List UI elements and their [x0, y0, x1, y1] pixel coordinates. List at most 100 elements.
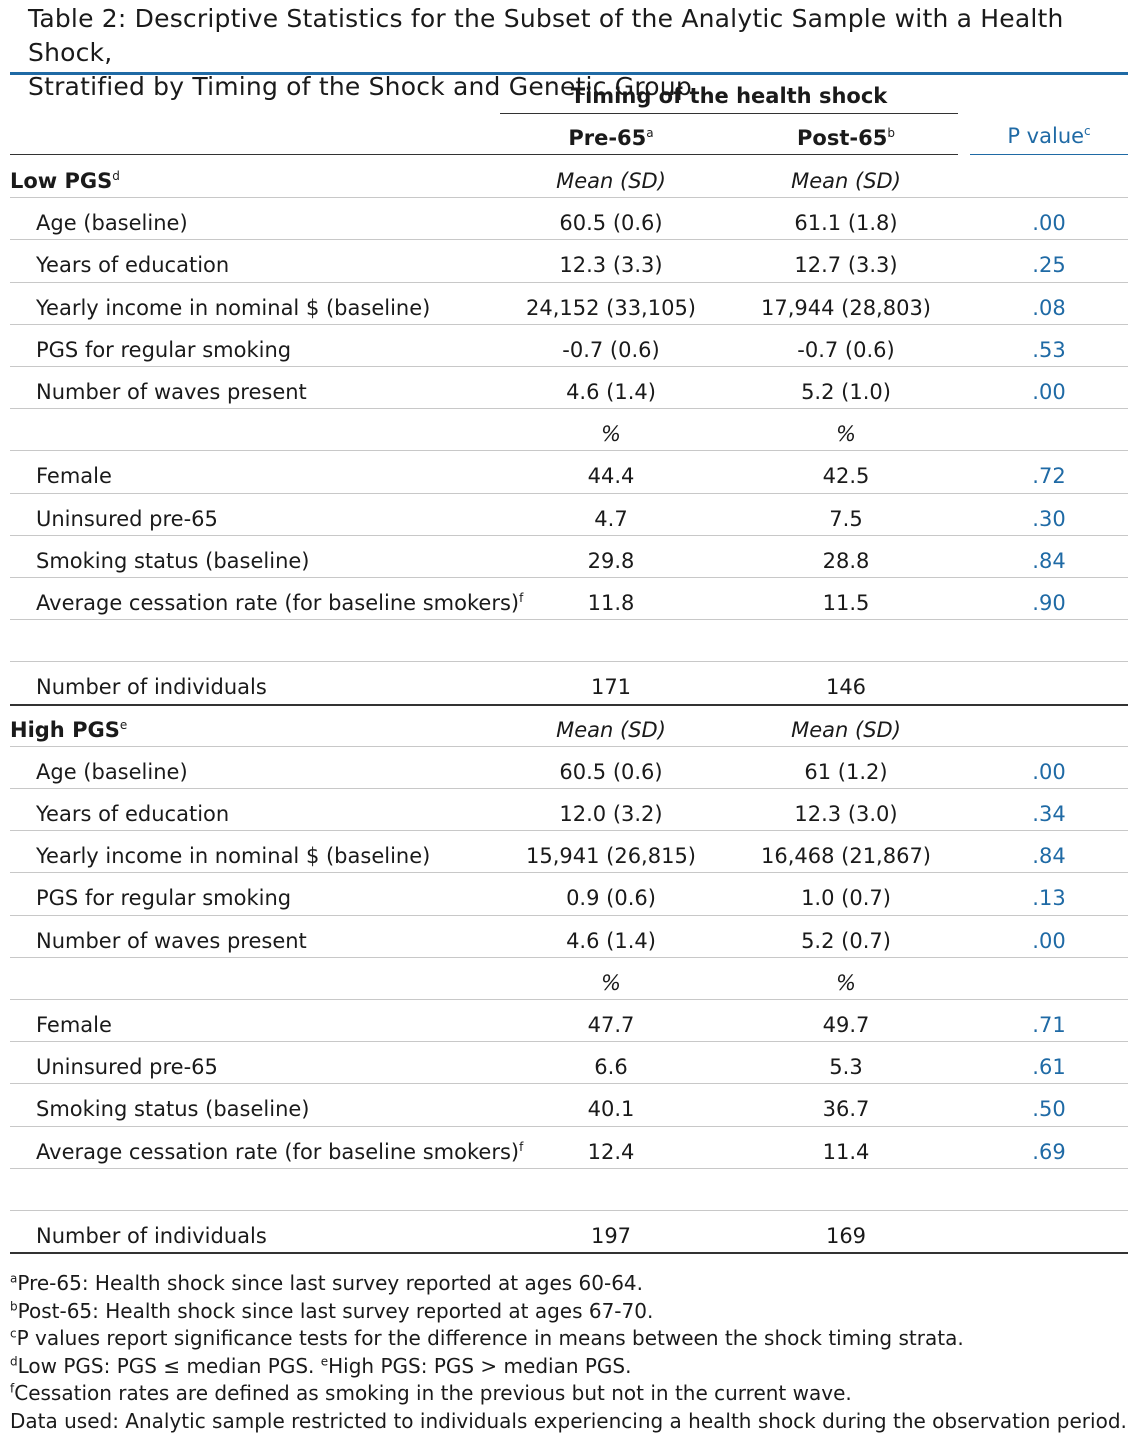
- pct-label-post-text: %: [836, 971, 856, 995]
- stat-label-pre-text: Mean (SD): [556, 169, 666, 193]
- cell-post65-text: 12.3 (3.0): [794, 802, 898, 826]
- row-rule: [10, 1252, 1128, 1254]
- cell-pvalue: .53: [970, 329, 1128, 371]
- cell-pre65: 4.6 (1.4): [501, 920, 721, 962]
- stat-label-pre-text: Mean (SD): [556, 718, 666, 742]
- cell-post65: 5.2 (0.7): [736, 920, 956, 962]
- header-pvalue-sup: c: [1084, 124, 1091, 138]
- cell-pre65: 44.4: [501, 455, 721, 497]
- row-rule: [10, 408, 1128, 409]
- caption-line-2: Stratified by Timing of the Shock and Ge…: [28, 72, 692, 101]
- cell-pre65-text: 4.6 (1.4): [566, 929, 656, 953]
- cell-post65: 36.7: [736, 1088, 956, 1130]
- row-label-text: Smoking status (baseline): [36, 1097, 310, 1121]
- section-title-text: Low PGS: [10, 169, 113, 193]
- row-rule: [10, 1083, 1128, 1084]
- cell-pre65-text: 0.9 (0.6): [566, 886, 656, 910]
- cell-post65: 12.7 (3.3): [736, 244, 956, 286]
- cell-pre65-text: 12.0 (3.2): [559, 802, 663, 826]
- stat-label-post-text: Mean (SD): [791, 169, 901, 193]
- cell-pvalue: .30: [970, 498, 1128, 540]
- cell-pre65-text: 171: [590, 675, 632, 699]
- row-label: Female: [36, 1004, 112, 1046]
- row-label: Years of education: [36, 244, 229, 286]
- pct-label-post: %: [736, 413, 956, 455]
- section-header-row: Low PGSd Mean (SD) Mean (SD): [10, 160, 1128, 202]
- cell-pre65-text: 29.8: [587, 549, 635, 573]
- cell-pre65: 15,941 (26,815): [501, 835, 721, 877]
- table-row: Age (baseline) 60.5 (0.6) 61.1 (1.8) .00: [10, 202, 1128, 244]
- row-label: Smoking status (baseline): [36, 540, 310, 582]
- cell-post65-text: 11.5: [822, 591, 870, 615]
- cell-pvalue-text: .84: [1032, 844, 1066, 868]
- row-label-text: Female: [36, 464, 112, 488]
- row-rule: [10, 282, 1128, 283]
- cell-post65: 16,468 (21,867): [736, 835, 956, 877]
- caption-line-1: Table 2: Descriptive Statistics for the …: [28, 4, 1064, 67]
- n-individuals-row: Number of individuals 171 146: [10, 666, 1128, 708]
- pct-header-row: %%: [10, 962, 1128, 1004]
- table-row: Uninsured pre-65 4.7 7.5 .30: [10, 498, 1128, 540]
- row-label-text: Average cessation rate (for baseline smo…: [36, 1140, 520, 1164]
- footnote-a-marker: a: [10, 1271, 18, 1286]
- pct-label-post: %: [736, 962, 956, 1004]
- header-pre65-label: Pre-65: [568, 126, 647, 150]
- table-row: Years of education 12.3 (3.3) 12.7 (3.3) .2…: [10, 244, 1128, 286]
- header-post65: Post-65b: [736, 126, 956, 150]
- footnote-f-text: Cessation rates are defined as smoking i…: [14, 1381, 852, 1405]
- cell-post65: 42.5: [736, 455, 956, 497]
- row-label-text: Number of waves present: [36, 380, 307, 404]
- cell-post65-text: 42.5: [822, 464, 870, 488]
- cell-post65-text: 11.4: [822, 1140, 870, 1164]
- row-rule: [10, 239, 1128, 240]
- row-label-text: Uninsured pre-65: [36, 507, 218, 531]
- row-rule: [10, 197, 1128, 198]
- cell-pre65: 11.8: [501, 582, 721, 624]
- cell-pvalue-text: .90: [1032, 591, 1066, 615]
- cell-pre65-text: 12.4: [587, 1140, 635, 1164]
- footnote-e-text: High PGS: PGS > median PGS.: [328, 1353, 632, 1378]
- table-row: Average cessation rate (for baseline smo…: [10, 582, 1128, 624]
- cell-post65-text: 36.7: [822, 1097, 870, 1121]
- row-label: Average cessation rate (for baseline smo…: [36, 582, 523, 624]
- table-row: Years of education 12.0 (3.2) 12.3 (3.0) .3…: [10, 793, 1128, 835]
- cell-pvalue-text: .71: [1032, 1013, 1066, 1037]
- pct-label-pre-text: %: [601, 422, 621, 446]
- cell-pre65: 40.1: [501, 1088, 721, 1130]
- footnote-data-used: Data used: Analytic sample restricted to…: [10, 1408, 1130, 1436]
- row-rule: [10, 577, 1128, 578]
- cell-pvalue: .00: [970, 202, 1128, 244]
- table-caption: Table 2: Descriptive Statistics for the …: [28, 2, 1128, 104]
- cell-post65-text: 7.5: [829, 507, 863, 531]
- header-pre65-sup: a: [646, 126, 654, 140]
- cell-post65-text: 28.8: [822, 549, 870, 573]
- table-row: PGS for regular smoking 0.9 (0.6) 1.0 (0.7…: [10, 877, 1128, 919]
- footnote-f-marker: f: [10, 1381, 15, 1396]
- row-label: Years of education: [36, 793, 229, 835]
- cell-pre65: 60.5 (0.6): [501, 202, 721, 244]
- cell-post65: 5.3: [736, 1046, 956, 1088]
- pct-label-pre: %: [501, 962, 721, 1004]
- row-label: PGS for regular smoking: [36, 329, 291, 371]
- cell-pre65-text: 24,152 (33,105): [525, 296, 697, 320]
- cell-pre65-text: 60.5 (0.6): [559, 211, 663, 235]
- cell-pre65: 197: [501, 1215, 721, 1257]
- row-rule: [10, 366, 1128, 367]
- cell-post65-text: 49.7: [822, 1013, 870, 1037]
- footnote-b-marker: b: [10, 1298, 18, 1313]
- row-rule: [10, 1126, 1128, 1127]
- cell-pvalue: .25: [970, 244, 1128, 286]
- stat-label-post-text: Mean (SD): [791, 718, 901, 742]
- cell-post65-text: 61.1 (1.8): [794, 211, 898, 235]
- footnotes: aPre-65: Health shock since last survey …: [10, 1270, 1130, 1435]
- cell-pre65: 60.5 (0.6): [501, 751, 721, 793]
- cell-pvalue-text: .00: [1032, 760, 1066, 784]
- stat-label-pre: Mean (SD): [501, 160, 721, 202]
- row-label: Number of waves present: [36, 920, 307, 962]
- row-rule: [10, 830, 1128, 831]
- cell-post65: 28.8: [736, 540, 956, 582]
- cell-pvalue: .34: [970, 793, 1128, 835]
- header-group-title: Timing of the health shock: [570, 84, 888, 108]
- header-pvalue-label: P value: [1007, 124, 1085, 148]
- row-label: Number of individuals: [36, 1215, 267, 1257]
